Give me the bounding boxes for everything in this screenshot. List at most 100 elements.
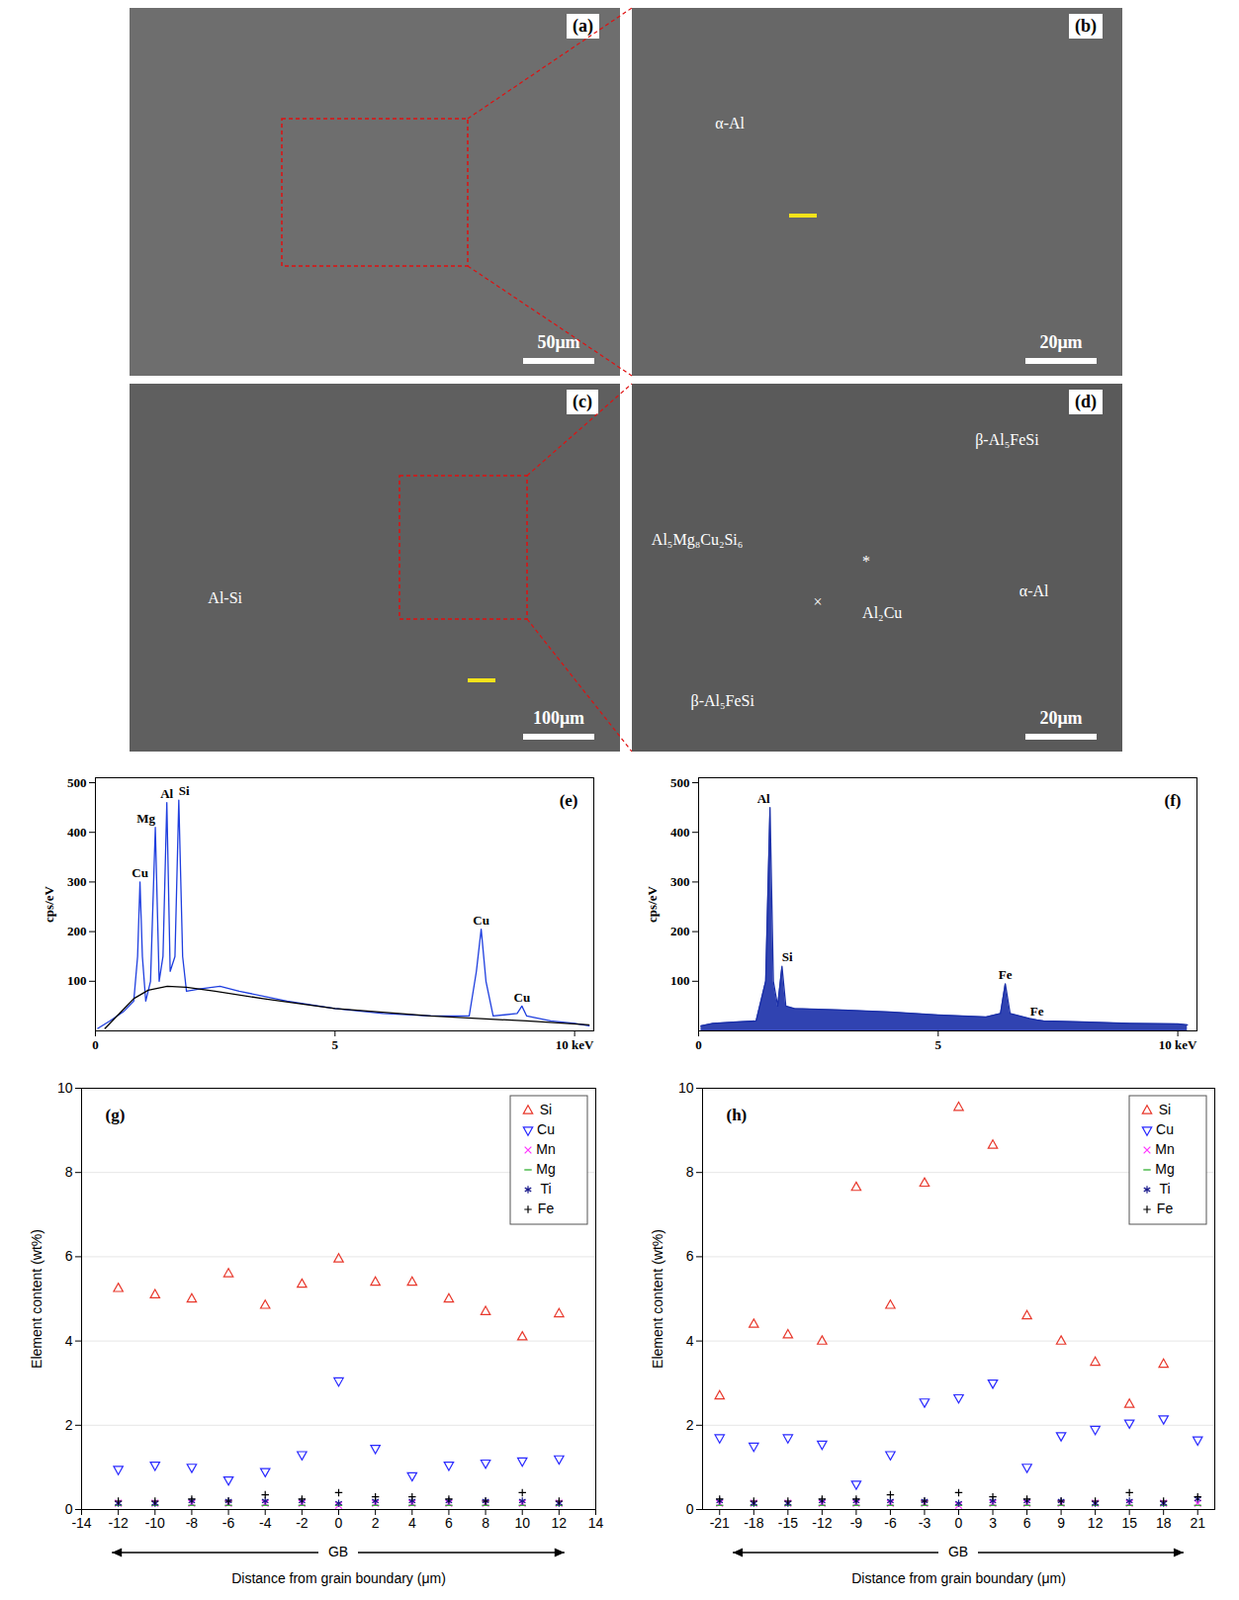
- svg-text:9: 9: [1057, 1514, 1065, 1531]
- svg-text:-6: -6: [222, 1514, 236, 1531]
- svg-text:-10: -10: [145, 1514, 166, 1531]
- svg-text:-9: -9: [850, 1514, 864, 1531]
- svg-text:6: 6: [1023, 1514, 1032, 1531]
- svg-text:(e): (e): [559, 791, 579, 810]
- svg-text:2: 2: [686, 1416, 695, 1433]
- svg-text:Si: Si: [1158, 1101, 1171, 1118]
- svg-text:GB: GB: [328, 1543, 349, 1560]
- svg-text:Mn: Mn: [535, 1141, 555, 1157]
- svg-text:Fe: Fe: [537, 1200, 555, 1217]
- svg-text:500: 500: [670, 775, 691, 791]
- svg-text:Mn: Mn: [1154, 1141, 1174, 1157]
- html-text:(c): (c): [572, 391, 593, 412]
- svg-text:-2: -2: [295, 1514, 309, 1531]
- svg-text:21: 21: [1189, 1514, 1206, 1531]
- svg-text:4: 4: [65, 1332, 74, 1349]
- svg-text:-21: -21: [709, 1514, 730, 1531]
- svg-text:Mg: Mg: [1154, 1160, 1174, 1177]
- svg-text:0: 0: [686, 1501, 695, 1517]
- svg-text:12: 12: [1087, 1514, 1104, 1531]
- svg-text:Cu: Cu: [1155, 1121, 1174, 1138]
- svg-text:400: 400: [67, 824, 88, 840]
- svg-text:0: 0: [91, 1037, 99, 1053]
- svg-text:10: 10: [57, 1079, 74, 1096]
- svg-text:-12: -12: [108, 1514, 129, 1531]
- svg-text:Cu: Cu: [472, 912, 490, 928]
- html-text:50μm: 50μm: [537, 332, 581, 353]
- svg-text:Si: Si: [539, 1101, 552, 1118]
- html-text:20μm: 20μm: [1039, 708, 1083, 728]
- html-text:(a): (a): [572, 15, 594, 36]
- svg-text:10: 10: [678, 1079, 695, 1096]
- svg-text:0: 0: [955, 1514, 964, 1531]
- svg-text:200: 200: [670, 923, 691, 939]
- svg-text:Cu: Cu: [513, 989, 531, 1005]
- svg-text:400: 400: [670, 824, 691, 840]
- svg-text:8: 8: [686, 1163, 695, 1180]
- svg-text:0: 0: [335, 1514, 344, 1531]
- html-text:(d): (d): [1074, 391, 1097, 412]
- svg-text:2: 2: [65, 1416, 74, 1433]
- svg-text:6: 6: [444, 1514, 453, 1531]
- svg-text:-18: -18: [743, 1514, 764, 1531]
- svg-text:15: 15: [1121, 1514, 1138, 1531]
- svg-text:-12: -12: [811, 1514, 832, 1531]
- svg-text:Ti: Ti: [1158, 1180, 1170, 1197]
- svg-text:Si: Si: [178, 783, 190, 798]
- svg-text:-4: -4: [259, 1514, 272, 1531]
- svg-text:Distance from grain boundary (: Distance from grain boundary (μm): [231, 1570, 446, 1587]
- svg-text:12: 12: [551, 1514, 568, 1531]
- svg-text:6: 6: [65, 1247, 74, 1264]
- svg-text:100: 100: [670, 973, 691, 988]
- svg-text:18: 18: [1155, 1514, 1172, 1531]
- svg-text:8: 8: [481, 1514, 490, 1531]
- svg-text:500: 500: [67, 775, 88, 791]
- svg-text:Cu: Cu: [131, 865, 149, 881]
- svg-text:-14: -14: [71, 1514, 91, 1531]
- svg-text:0: 0: [695, 1037, 703, 1053]
- svg-text:8: 8: [65, 1163, 74, 1180]
- svg-text:Fe: Fe: [998, 967, 1013, 982]
- html-text:20μm: 20μm: [1039, 332, 1083, 353]
- svg-text:300: 300: [67, 874, 88, 889]
- svg-text:10: 10: [514, 1514, 531, 1531]
- svg-text:4: 4: [408, 1514, 417, 1531]
- svg-text:Al: Al: [160, 786, 174, 801]
- svg-text:Mg: Mg: [535, 1160, 555, 1177]
- svg-text:5: 5: [332, 1037, 340, 1053]
- html-text:100μm: 100μm: [532, 708, 585, 728]
- svg-text:Distance from grain boundary (: Distance from grain boundary (μm): [851, 1570, 1066, 1587]
- svg-text:2: 2: [371, 1514, 380, 1531]
- svg-text:Cu: Cu: [536, 1121, 555, 1138]
- svg-text:Al: Al: [757, 791, 771, 806]
- svg-text:300: 300: [670, 874, 691, 889]
- svg-text:Si: Si: [782, 949, 794, 965]
- svg-text:(h): (h): [726, 1105, 748, 1125]
- svg-text:100: 100: [67, 973, 88, 988]
- html-text:α-Al: α-Al: [715, 114, 745, 132]
- svg-text:Fe: Fe: [1030, 1003, 1045, 1019]
- html-text:(b): (b): [1074, 15, 1097, 36]
- svg-text:10 keV: 10 keV: [555, 1037, 595, 1053]
- svg-text:Element content (wt%): Element content (wt%): [28, 1229, 45, 1369]
- svg-text:4: 4: [686, 1332, 695, 1349]
- svg-text:Ti: Ti: [539, 1180, 551, 1197]
- svg-text:cps/eV: cps/eV: [644, 885, 660, 922]
- svg-text:cps/eV: cps/eV: [41, 885, 57, 922]
- svg-text:(g): (g): [105, 1105, 126, 1125]
- svg-text:Fe: Fe: [1156, 1200, 1174, 1217]
- svg-text:10 keV: 10 keV: [1158, 1037, 1198, 1053]
- svg-text:-6: -6: [884, 1514, 897, 1531]
- svg-text:-3: -3: [918, 1514, 932, 1531]
- svg-text:GB: GB: [948, 1543, 969, 1560]
- svg-text:(f): (f): [1164, 791, 1182, 810]
- svg-text:6: 6: [686, 1247, 695, 1264]
- svg-text:14: 14: [588, 1514, 605, 1531]
- svg-text:-8: -8: [185, 1514, 199, 1531]
- svg-text:5: 5: [935, 1037, 943, 1053]
- svg-text:200: 200: [67, 923, 88, 939]
- svg-text:Element content (wt%): Element content (wt%): [649, 1229, 666, 1369]
- svg-text:Mg: Mg: [136, 810, 156, 826]
- svg-text:3: 3: [988, 1514, 997, 1531]
- svg-text:-15: -15: [778, 1514, 798, 1531]
